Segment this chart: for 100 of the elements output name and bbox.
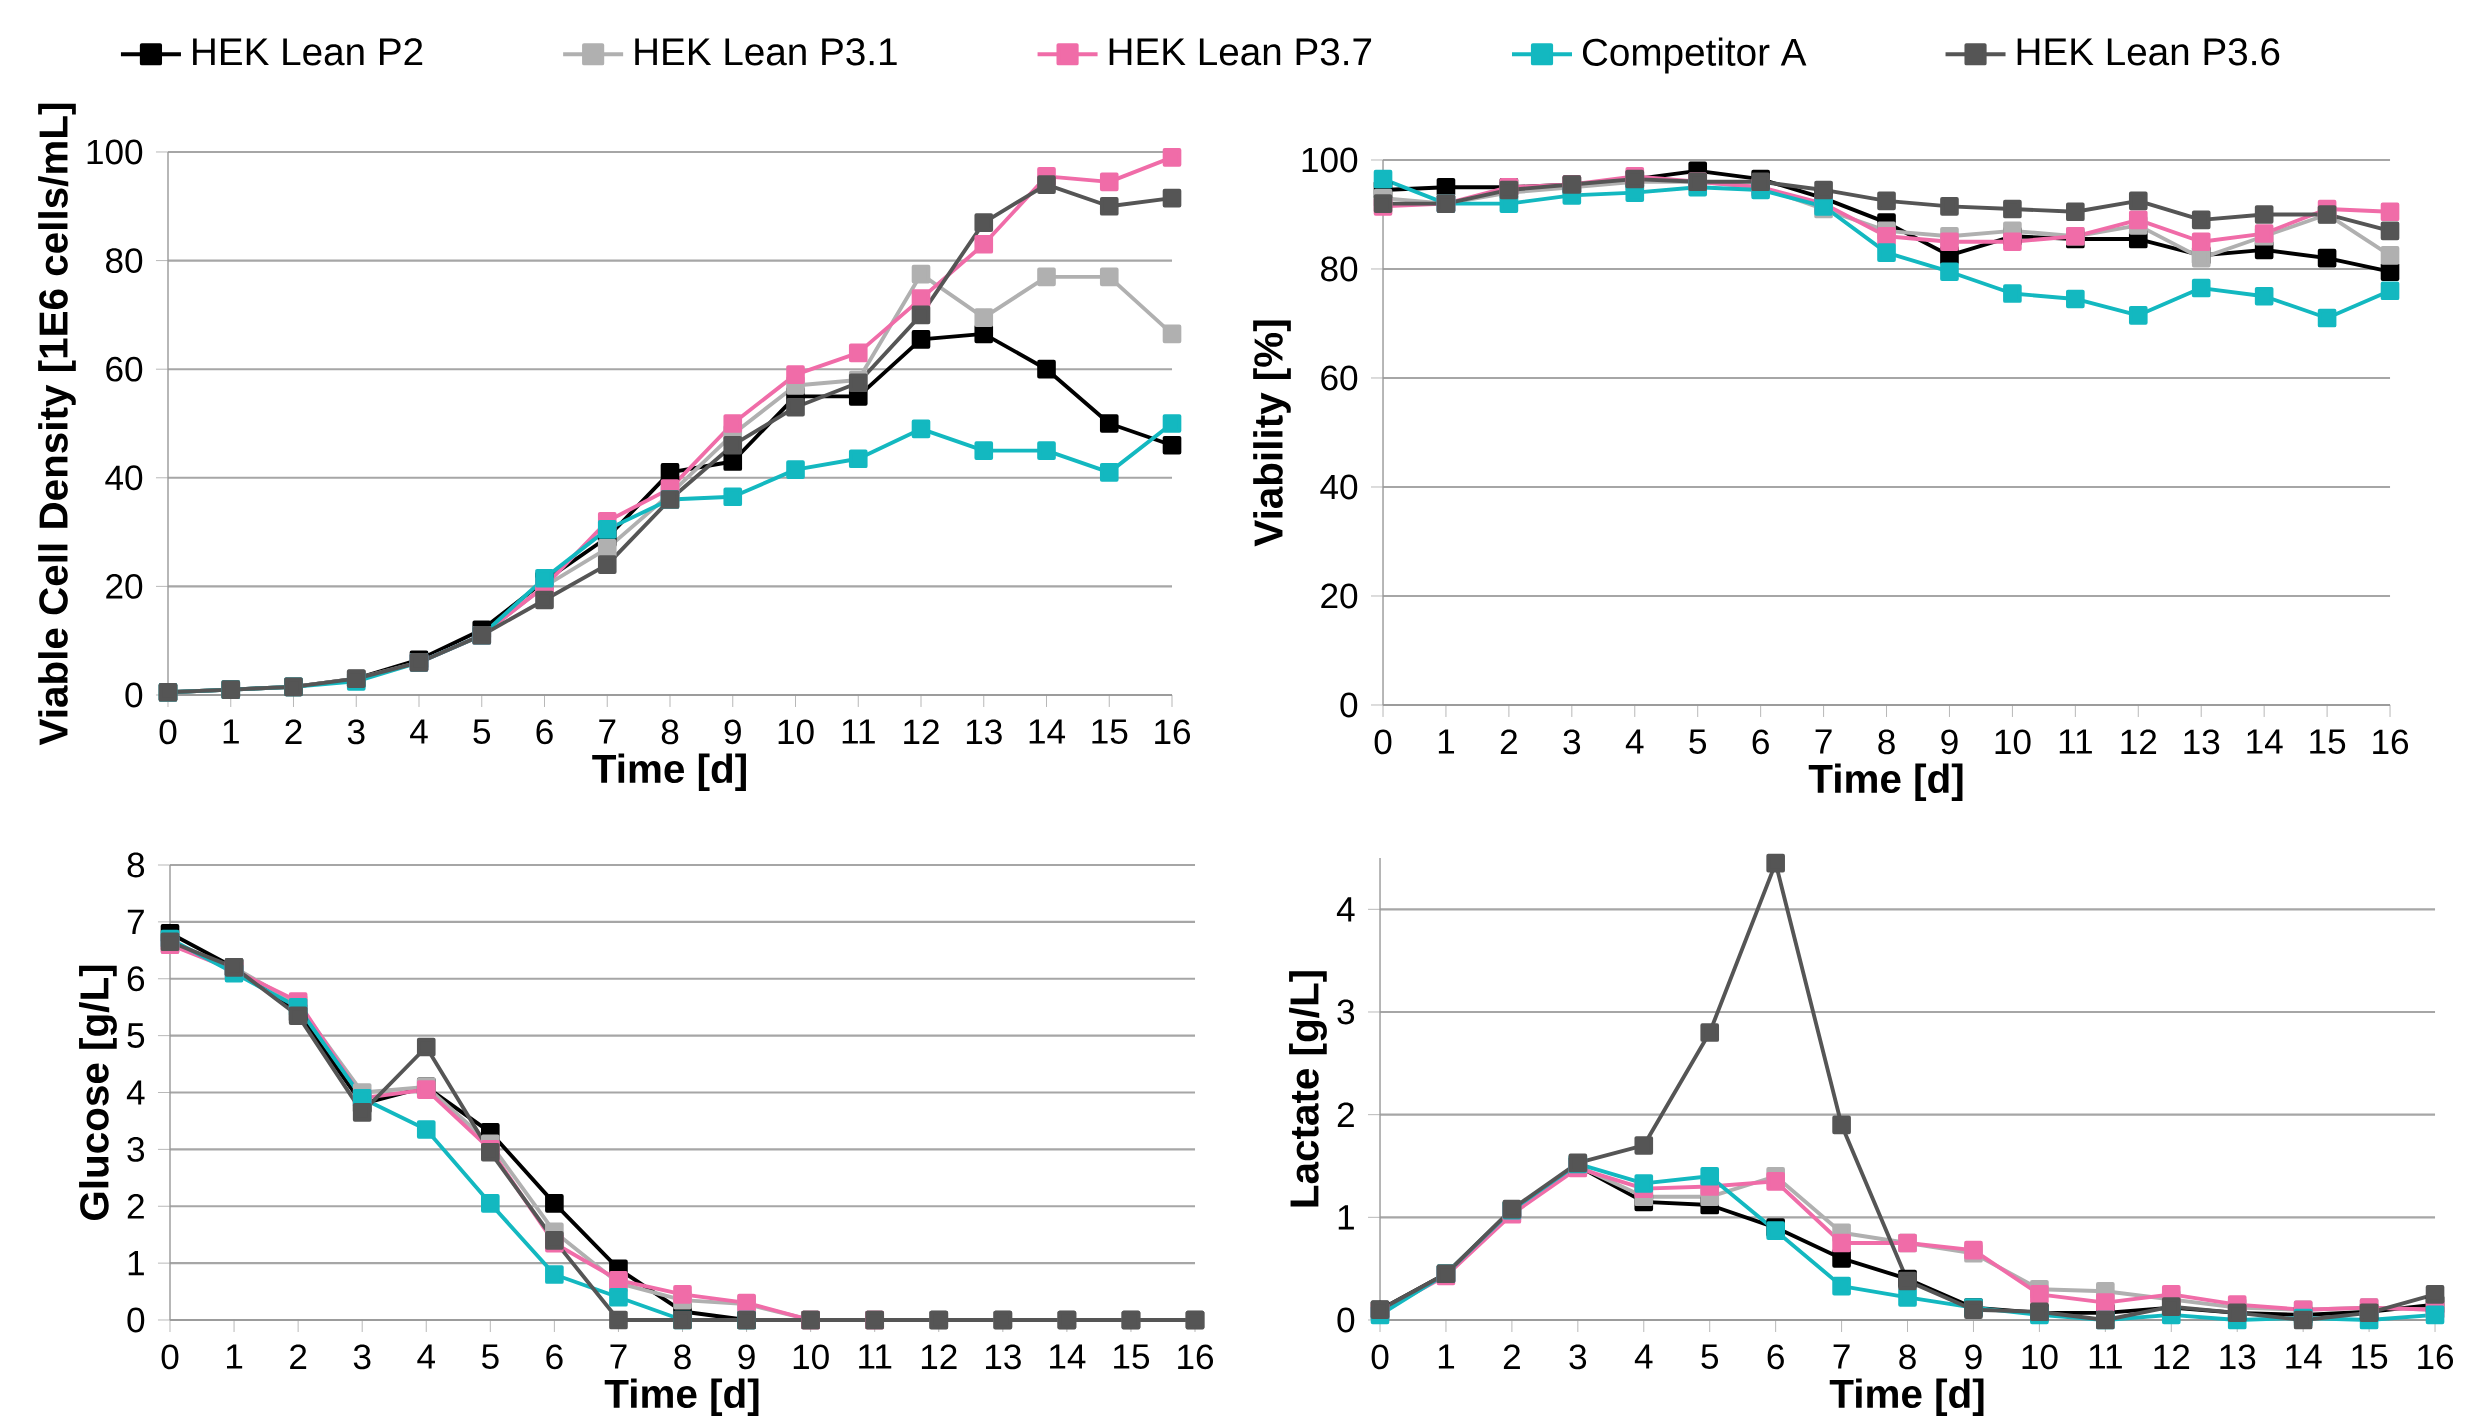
x-tick-label: 2 <box>1500 729 1517 754</box>
x-tick-label: 9 <box>1941 729 1958 755</box>
y-tick-label: 2 <box>1337 1102 1354 1127</box>
x-tick-label: 0 <box>1371 1344 1389 1370</box>
y-tick-label: 60 <box>106 356 143 382</box>
y-tick-label: 0 <box>1337 1307 1355 1333</box>
y-tick-label: 100 <box>1302 147 1358 173</box>
x-axis-title: Time [d] <box>592 753 746 792</box>
legend-label: Competitor A <box>1582 37 1807 74</box>
x-tick-label: 15 <box>1092 719 1128 744</box>
x-tick-label: 14 <box>2286 1344 2322 1369</box>
x-tick-label: 11 <box>2059 729 2092 754</box>
x-tick-label: 2 <box>285 719 302 744</box>
x-tick-label: 6 <box>546 1344 563 1370</box>
y-tick-label: 40 <box>105 465 143 491</box>
x-tick-label: 12 <box>2154 1344 2190 1369</box>
x-tick-label: 12 <box>2121 729 2157 754</box>
y-tick-label: 4 <box>1336 897 1355 922</box>
x-tick-label: 11 <box>2089 1344 2122 1369</box>
x-tick-label: 0 <box>159 719 177 745</box>
x-tick-label: 0 <box>161 1344 179 1370</box>
x-tick-label: 16 <box>2418 1344 2454 1370</box>
legend-label: HEK Lean P3.1 <box>635 38 897 66</box>
x-tick-label: 2 <box>1503 1344 1520 1369</box>
y-tick-label: 2 <box>127 1193 144 1219</box>
x-tick-label: 13 <box>966 719 1002 745</box>
x-tick-label: 8 <box>1878 729 1895 755</box>
x-tick-label: 3 <box>353 1344 371 1370</box>
x-tick-label: 16 <box>2373 729 2409 755</box>
x-tick-label: 7 <box>610 1344 627 1369</box>
x-tick-label: 3 <box>347 719 365 745</box>
x-tick-label: 3 <box>1569 1344 1587 1370</box>
x-tick-label: 6 <box>1752 729 1769 755</box>
x-tick-label: 15 <box>2310 729 2346 754</box>
x-tick-label: 8 <box>661 719 679 745</box>
y-tick-label: 80 <box>106 248 143 274</box>
x-tick-label: 13 <box>2220 1344 2256 1370</box>
x-tick-label: 6 <box>536 719 553 745</box>
y-tick-label: 20 <box>106 573 143 599</box>
x-tick-label: 5 <box>1701 1344 1719 1369</box>
x-tick-label: 10 <box>793 1344 829 1370</box>
y-tick-label: 40 <box>1320 474 1358 500</box>
x-tick-label: 10 <box>1995 729 2031 755</box>
x-tick-label: 9 <box>724 719 741 745</box>
y-tick-label: 1 <box>128 1251 144 1276</box>
x-tick-label: 5 <box>1689 729 1707 754</box>
x-tick-label: 8 <box>1899 1344 1916 1370</box>
x-tick-label: 9 <box>738 1344 755 1370</box>
x-tick-label: 11 <box>842 719 875 744</box>
y-tick-label: 0 <box>1340 692 1358 718</box>
x-tick-label: 1 <box>226 1344 243 1369</box>
x-tick-label: 10 <box>778 719 814 745</box>
x-axis-title: Time [d] <box>1829 1378 1984 1417</box>
x-tick-label: 4 <box>410 719 428 744</box>
x-tick-label: 0 <box>1374 729 1392 755</box>
x-axis-title: Time [d] <box>604 1378 759 1417</box>
y-tick-label: 1 <box>1338 1205 1354 1230</box>
y-tick-label: 20 <box>1321 583 1358 609</box>
x-tick-label: 9 <box>1965 1344 1982 1370</box>
legend-label: HEK Lean P2 <box>193 38 423 66</box>
x-tick-label: 5 <box>473 719 491 744</box>
y-tick-label: 0 <box>127 1307 145 1333</box>
y-axis-title: Viability [%] <box>1253 320 1291 547</box>
x-tick-label: 15 <box>1114 1344 1150 1369</box>
x-tick-label: 16 <box>1178 1344 1214 1370</box>
x-tick-label: 7 <box>1815 729 1832 754</box>
y-tick-label: 5 <box>127 1023 145 1048</box>
x-tick-label: 6 <box>1767 1344 1784 1370</box>
x-tick-label: 10 <box>2022 1344 2058 1370</box>
x-axis-title: Time [d] <box>1808 763 1963 802</box>
x-tick-label: 16 <box>1155 719 1191 745</box>
x-tick-label: 1 <box>1438 729 1455 754</box>
y-tick-label: 7 <box>127 909 144 934</box>
y-tick-label: 3 <box>127 1136 145 1162</box>
x-tick-label: 14 <box>1029 719 1066 744</box>
x-tick-label: 8 <box>674 1344 691 1370</box>
x-tick-label: 4 <box>1625 729 1644 754</box>
x-tick-label: 5 <box>481 1344 499 1369</box>
x-tick-label: 14 <box>1050 1344 1086 1369</box>
x-tick-label: 11 <box>859 1344 892 1369</box>
x-tick-label: 1 <box>1438 1344 1455 1369</box>
x-tick-label: 4 <box>1634 1344 1653 1369</box>
x-tick-label: 3 <box>1563 729 1581 755</box>
y-tick-label: 3 <box>1337 999 1355 1025</box>
legend-label: HEK Lean P3.7 <box>1109 38 1372 66</box>
x-tick-label: 14 <box>2247 729 2283 754</box>
y-axis-title: Lactate [g/L] <box>1289 971 1327 1207</box>
x-tick-label: 12 <box>904 719 939 744</box>
y-tick-label: 4 <box>126 1080 145 1105</box>
y-axis-title: Glucose [g/L] <box>79 965 117 1220</box>
y-tick-label: 6 <box>127 966 145 992</box>
x-tick-label: 12 <box>921 1344 957 1369</box>
y-tick-label: 0 <box>125 682 143 708</box>
legend-label: HEK Lean P3.6 <box>2017 38 2280 66</box>
x-tick-label: 13 <box>985 1344 1021 1370</box>
x-tick-label: 2 <box>290 1344 307 1369</box>
x-tick-label: 4 <box>417 1344 435 1369</box>
x-tick-label: 7 <box>599 719 616 744</box>
x-tick-label: 7 <box>1833 1344 1850 1369</box>
y-axis-title: Viable Cell Density [1E6 cells/mL] <box>38 103 76 746</box>
